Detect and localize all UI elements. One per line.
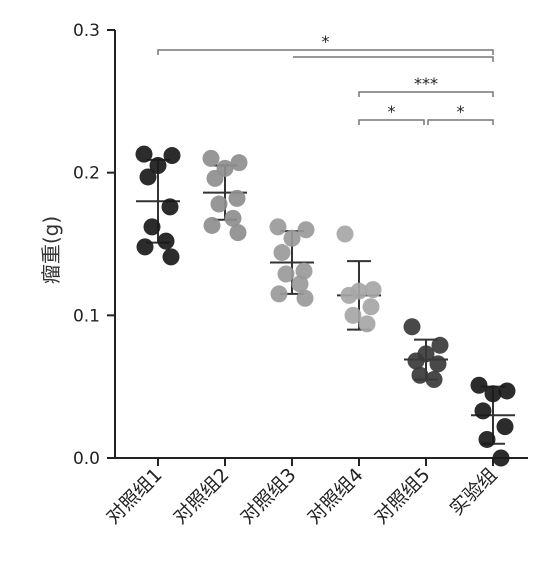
- significance-brackets: ***** *: [157, 32, 494, 125]
- data-point: [273, 244, 291, 262]
- y-axis-title: 瘤重(g): [39, 216, 63, 284]
- data-point: [496, 418, 514, 436]
- data-point: [470, 376, 488, 394]
- significance-label: *: [388, 102, 396, 121]
- data-point: [478, 430, 496, 448]
- data-point: [291, 275, 309, 293]
- x-tick-label: 对照组5: [370, 464, 434, 528]
- data-point: [474, 402, 492, 420]
- significance-label: *: [457, 102, 465, 121]
- data-point: [224, 209, 242, 227]
- data-point: [136, 238, 154, 256]
- data-point: [206, 169, 224, 187]
- x-tick-label: 对照组1: [102, 464, 166, 528]
- data-point: [210, 195, 228, 213]
- data-point: [269, 218, 287, 236]
- data-point: [139, 168, 157, 186]
- significance-label: *: [322, 32, 330, 51]
- data-point: [283, 229, 301, 247]
- x-tick-label: 实验组: [446, 464, 502, 520]
- significance-bracket-secondary: [293, 56, 494, 62]
- significance-bracket: [427, 119, 494, 125]
- data-point: [364, 281, 382, 299]
- y-tick-label: 0.2: [73, 164, 100, 184]
- error-bars: [136, 158, 515, 445]
- data-point: [277, 265, 295, 283]
- significance-bracket: [358, 91, 494, 97]
- y-tick-label: 0.1: [73, 306, 100, 326]
- y-tick-label: 0.3: [73, 21, 100, 41]
- data-point: [431, 336, 449, 354]
- x-tick-label: 对照组2: [169, 464, 233, 528]
- data-point: [163, 147, 181, 165]
- data-point: [498, 382, 516, 400]
- data-point: [407, 352, 425, 370]
- data-point: [270, 285, 288, 303]
- data-point: [162, 248, 180, 266]
- y-tick-label: 0.0: [73, 449, 100, 469]
- data-points: [135, 145, 516, 467]
- data-point: [295, 262, 313, 280]
- data-point: [143, 218, 161, 236]
- data-point: [340, 286, 358, 304]
- data-point: [425, 371, 443, 389]
- data-point: [149, 157, 167, 175]
- data-point: [403, 318, 421, 336]
- x-tick-label: 对照组3: [236, 464, 300, 528]
- data-point: [157, 232, 175, 250]
- data-point: [296, 289, 314, 307]
- data-point: [229, 224, 247, 242]
- data-point: [228, 189, 246, 207]
- data-point: [429, 355, 447, 373]
- data-point: [336, 225, 354, 243]
- data-point: [362, 298, 380, 316]
- data-point: [161, 198, 179, 216]
- significance-bracket: [358, 119, 425, 125]
- data-point: [297, 221, 315, 239]
- data-point: [344, 306, 362, 324]
- data-point: [202, 149, 220, 167]
- data-point: [484, 385, 502, 403]
- data-point: [358, 315, 376, 333]
- data-point: [135, 145, 153, 163]
- data-point: [203, 216, 221, 234]
- significance-bracket: [157, 49, 494, 55]
- data-point: [230, 154, 248, 172]
- data-point: [492, 449, 510, 467]
- significance-label: ***: [414, 74, 438, 93]
- x-ticks: 对照组1 对照组2 对照组3 对照组4 对照组5 实验组: [102, 458, 502, 528]
- data-point: [411, 366, 429, 384]
- y-ticks: 0.0 0.1 0.2 0.3: [73, 21, 115, 469]
- x-tick-label: 对照组4: [303, 464, 367, 528]
